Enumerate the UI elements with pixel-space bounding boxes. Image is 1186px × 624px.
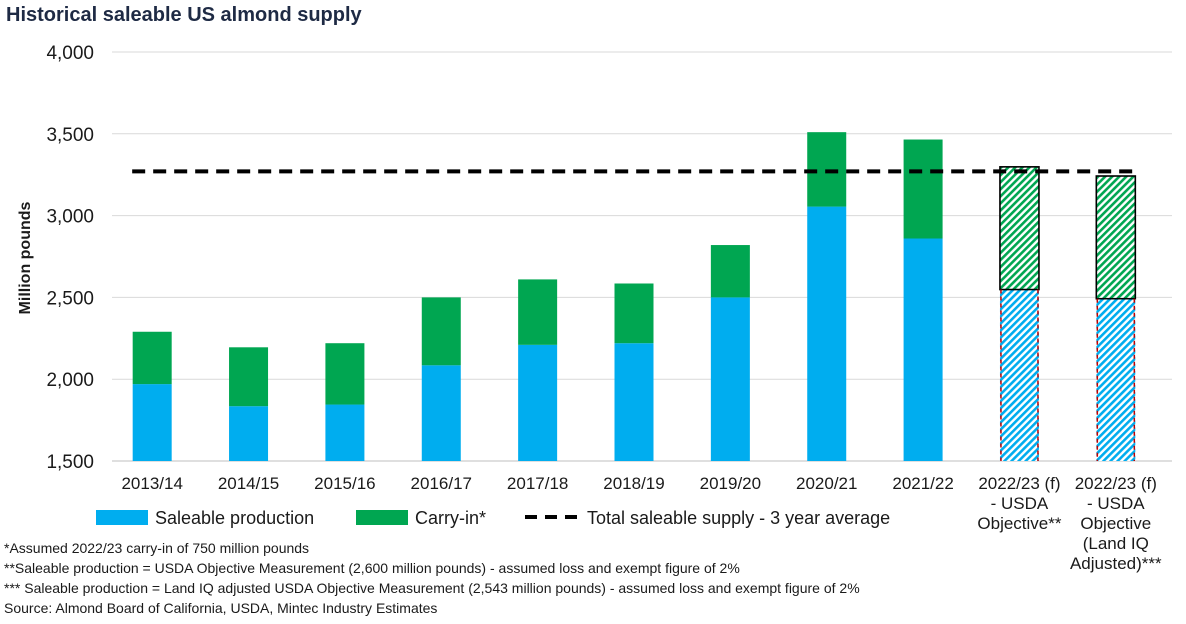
x-tick-label: 2022/23 (f) - USDA Objective** [977,474,1061,533]
y-axis-ticks: 1,500 2,000 2,500 3,000 3,500 4,000 [46,43,94,473]
bar-carry-in [807,132,847,207]
legend-label-saleable-production: Saleable production [155,508,314,528]
bar-saleable-production [903,238,943,461]
bar-saleable-production [614,343,654,461]
bar-saleable-production [999,289,1039,461]
bar-carry-in [710,245,750,298]
footnote-carry-in: *Assumed 2022/23 carry-in of 750 million… [4,540,309,556]
x-tick-label: 2014/15 [218,474,279,493]
bar-carry-in [614,283,654,344]
legend-label-carry-in: Carry-in* [415,508,486,528]
x-tick-label: 2020/21 [796,474,857,493]
x-tick-label: 2015/16 [314,474,375,493]
bar-saleable-production [518,344,558,461]
bar-saleable-production [807,206,847,461]
x-tick-label: 2016/17 [411,474,472,493]
bar-saleable-production [421,365,461,461]
legend-swatch-saleable-production [96,510,148,525]
legend-swatch-carry-in [356,510,408,525]
bar-carry-in [132,331,172,385]
y-tick-label: 1,500 [46,452,94,473]
footnote-land-iq: *** Saleable production = Land IQ adjust… [4,580,860,596]
bar-saleable-production [1096,298,1136,461]
bar-carry-in [421,297,461,366]
x-tick-label: 2013/14 [121,474,182,493]
y-tick-label: 3,500 [46,125,94,146]
x-tick-label: 2018/19 [603,474,664,493]
y-tick-label: 2,000 [46,370,94,391]
bar-saleable-production [710,297,750,461]
bar-carry-in [518,279,558,345]
bar-carry-in [325,343,365,405]
legend-label-3yr-average: Total saleable supply - 3 year average [587,508,890,528]
y-tick-label: 3,000 [46,207,94,228]
x-tick-label: 2021/22 [892,474,953,493]
bar-carry-in [999,166,1040,291]
legend: Saleable production Carry-in* Total sale… [96,508,890,528]
x-tick-label: 2022/23 (f) - USDA Objective (Land IQ Adjust… [1070,474,1162,573]
bars [132,132,1137,461]
bar-saleable-production [229,406,269,461]
chart-title: Historical saleable US almond supply [6,4,363,26]
y-tick-label: 2,500 [46,288,94,309]
bar-saleable-production [325,404,365,461]
y-axis-label: Million pounds [17,201,34,314]
x-tick-label: 2017/18 [507,474,568,493]
footnotes: *Assumed 2022/23 carry-in of 750 million… [4,540,860,616]
y-tick-label: 4,000 [46,43,94,64]
footnote-usda-objective: **Saleable production = USDA Objective M… [4,560,740,576]
footnote-source: Source: Almond Board of California, USDA… [4,600,437,616]
bar-carry-in [229,347,269,407]
category-labels: 2013/14 2014/15 2015/16 2016/17 2017/18 2018/… [121,474,1162,573]
bar-carry-in [1095,175,1137,300]
bar-carry-in [903,139,943,239]
x-tick-label: 2019/20 [700,474,761,493]
bar-saleable-production [132,384,172,461]
